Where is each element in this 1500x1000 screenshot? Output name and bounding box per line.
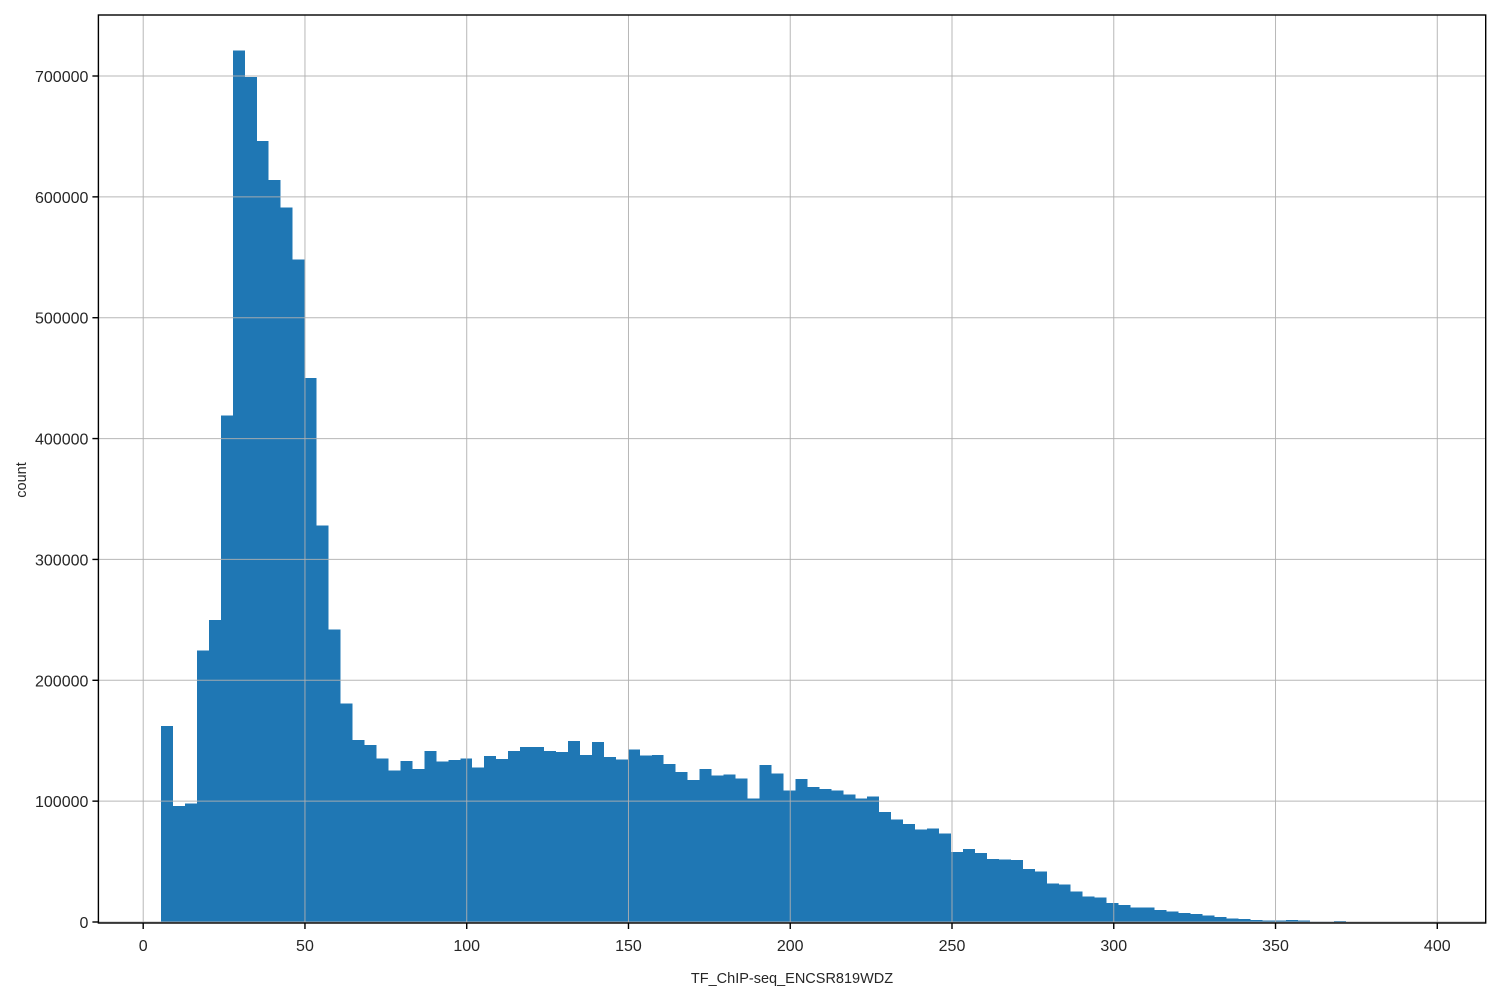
svg-text:0: 0	[79, 915, 88, 932]
svg-text:400: 400	[1424, 938, 1451, 955]
svg-text:0: 0	[139, 938, 148, 955]
svg-text:700000: 700000	[35, 69, 88, 86]
svg-text:250: 250	[939, 938, 966, 955]
svg-text:100000: 100000	[35, 794, 88, 811]
svg-text:200000: 200000	[35, 673, 88, 690]
svg-text:300000: 300000	[35, 552, 88, 569]
svg-text:500000: 500000	[35, 311, 88, 328]
svg-text:100: 100	[453, 938, 480, 955]
svg-text:50: 50	[296, 938, 314, 955]
svg-text:350: 350	[1262, 938, 1289, 955]
svg-text:300: 300	[1100, 938, 1127, 955]
svg-text:count: count	[14, 462, 30, 497]
svg-text:150: 150	[615, 938, 642, 955]
svg-text:600000: 600000	[35, 190, 88, 207]
svg-text:TF_ChIP-seq_ENCSR819WDZ: TF_ChIP-seq_ENCSR819WDZ	[691, 971, 893, 987]
svg-text:400000: 400000	[35, 432, 88, 449]
svg-text:200: 200	[777, 938, 804, 955]
